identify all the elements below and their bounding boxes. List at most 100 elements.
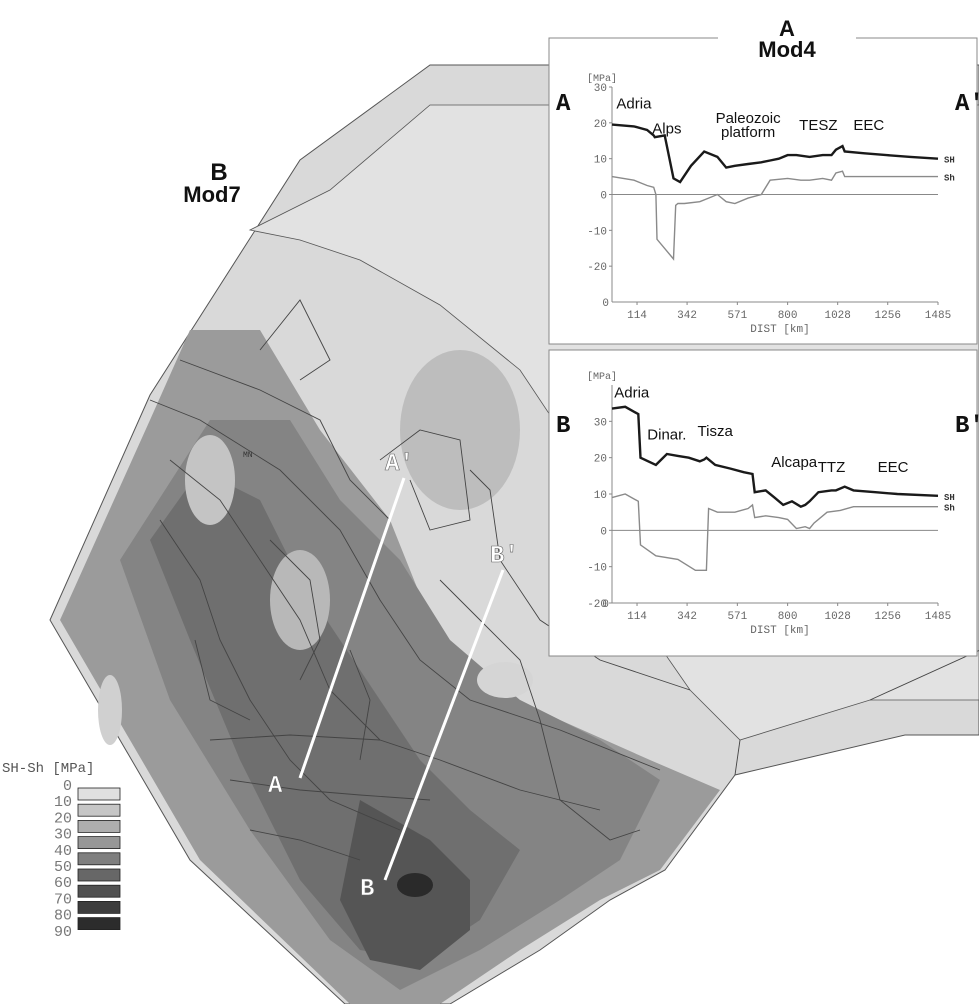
y-tick-label: 30	[594, 417, 607, 429]
legend-title: SH-Sh [MPa]	[2, 761, 94, 777]
region-label: Alps	[652, 121, 681, 138]
region-label: Adria	[616, 96, 652, 113]
profile-label-a-start: A	[268, 773, 283, 800]
x-axis-label: DIST [km]	[750, 324, 809, 336]
y-tick-label: -20	[587, 262, 607, 274]
chart-panel-a: A Mod4 A A' 30 20 10 0 -10 -20 [MPa] 0 114 342 571…	[548, 16, 979, 345]
panel-a-subtitle: Mod4	[758, 37, 816, 62]
y-tick-label: 30	[594, 83, 607, 95]
series-label-sh: SH	[944, 156, 955, 166]
region-label: platform	[721, 124, 775, 141]
series-line-sh	[611, 405, 939, 509]
y-tick-label: -10	[587, 563, 607, 575]
region-label: Dinar.	[647, 427, 686, 444]
region-label: Adria	[614, 385, 650, 402]
region-label: Tisza	[698, 423, 734, 440]
x-axis-label: DIST [km]	[750, 625, 809, 637]
map-patch-light3	[98, 675, 122, 745]
x-tick-label: 1256	[875, 310, 901, 322]
x-tick-label: 1485	[925, 310, 951, 322]
profile-label-b-end: B'	[490, 543, 519, 570]
profile-label-a-end: A'	[385, 451, 414, 478]
legend-tick: 70	[54, 891, 72, 908]
profile-line-a	[298, 477, 406, 779]
y-tick-label: 0	[600, 526, 607, 538]
map-patch-light4	[477, 662, 533, 698]
map-patch-light2	[270, 550, 330, 650]
map-title: B	[210, 159, 227, 186]
y-tick-label: 20	[594, 454, 607, 466]
y-axis-label: [MPa]	[587, 371, 617, 383]
legend-swatch	[77, 884, 121, 898]
y-tick-label: 0	[600, 191, 607, 203]
map-block-boundaries	[149, 299, 979, 861]
legend-tick: 40	[54, 843, 72, 860]
series-line-sh	[611, 170, 938, 261]
x-tick-label: 342	[677, 310, 697, 322]
legend-tick: 60	[54, 875, 72, 892]
y-tick-label: 20	[594, 119, 607, 131]
x-tick-label: 114	[627, 611, 647, 623]
region-label: TTZ	[818, 459, 846, 476]
map-patch-light1	[185, 435, 235, 525]
map-patch-light5	[400, 350, 520, 510]
map-zone-black	[397, 873, 433, 897]
profile-label-b-start: B	[360, 876, 374, 903]
legend-swatch	[77, 917, 121, 930]
legend-swatch	[77, 787, 121, 801]
x-origin-label: 0	[602, 298, 609, 310]
x-tick-label: 342	[677, 611, 697, 623]
legend-tick: 10	[54, 794, 72, 811]
y-tick-label: 10	[594, 490, 607, 502]
panel-b-plot: 30 20 10 0 -10 -20 [MPa] 0 114 342 571 800 1028 1256 1…	[587, 371, 955, 637]
map-zone-dark1	[150, 470, 520, 960]
y-tick-label: -20	[587, 599, 607, 611]
panel-a-title-bg	[718, 22, 856, 58]
y-axis-label: [MPa]	[587, 73, 617, 85]
panel-a-title: A	[779, 16, 795, 41]
region-label: EEC	[853, 117, 884, 134]
x-origin-label: 0	[602, 599, 609, 611]
series-line-sh	[611, 493, 938, 571]
x-tick-label: 1028	[824, 611, 850, 623]
x-tick-label: 114	[627, 310, 647, 322]
legend-swatch	[77, 901, 121, 914]
legend-tick: 30	[54, 827, 72, 844]
panel-b-frame	[548, 349, 978, 657]
x-tick-label: 1256	[875, 611, 901, 623]
map-subtitle: Mod7	[183, 182, 240, 207]
panel-a-start-label: A	[556, 91, 571, 118]
legend-swatch	[77, 868, 121, 882]
legend-tick: 20	[54, 810, 72, 827]
series-label-sh: Sh	[944, 504, 955, 514]
panel-b-start-label: B	[556, 413, 570, 440]
profile-line-b	[383, 569, 505, 881]
legend-tick: 90	[54, 924, 72, 941]
series-label-sh: Sh	[944, 174, 955, 184]
legend-tick: 0	[63, 778, 72, 795]
legend-swatch	[77, 820, 121, 833]
x-tick-label: 800	[778, 611, 798, 623]
panel-a-end-label: A'	[955, 91, 979, 118]
legend-swatch	[77, 803, 121, 817]
region-label: Paleozoic	[716, 110, 782, 127]
series-line-sh	[611, 123, 939, 184]
panel-a-plot: 30 20 10 0 -10 -20 [MPa] 0 114 342 571 800 1028 1256 1…	[587, 73, 955, 336]
x-tick-label: 571	[727, 310, 747, 322]
region-label: EEC	[878, 459, 909, 476]
panel-b-end-label: B'	[955, 413, 979, 440]
region-label: TESZ	[799, 117, 837, 134]
x-tick-label: 1485	[925, 611, 951, 623]
series-label-sh: SH	[944, 493, 955, 503]
y-tick-label: 10	[594, 155, 607, 167]
map-small-label: MN	[243, 451, 253, 460]
legend-swatch	[77, 836, 121, 849]
x-tick-label: 571	[727, 611, 747, 623]
x-tick-label: 800	[778, 310, 798, 322]
chart-panel-b: B B' 30 20 10 0 -10 -20 [MPa] 0 114 342 571 800 1028…	[548, 349, 979, 657]
y-tick-label: -10	[587, 226, 607, 238]
x-tick-label: 1028	[824, 310, 850, 322]
